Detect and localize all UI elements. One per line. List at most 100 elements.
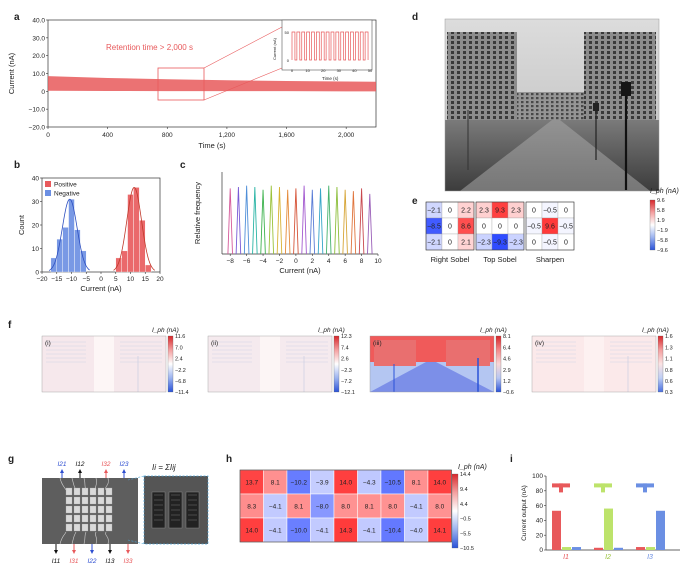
arrow-head (122, 469, 126, 473)
current-label: I22 (87, 558, 96, 565)
colorbar-tick-label: 6.4 (503, 345, 511, 351)
colorbar-tick-label: −5.8 (657, 238, 668, 244)
inset-x-tick-label: 50 (368, 68, 373, 73)
retention-annotation: Retention time > 2,000 s (106, 43, 193, 52)
filtered-image-label: (i) (45, 340, 51, 347)
x-tick-label: 0 (294, 258, 298, 265)
x-tick-label: 0 (46, 132, 50, 139)
output-value: 14.0 (339, 479, 352, 486)
device-pixel (65, 496, 73, 505)
y-tick-label: 0 (35, 270, 39, 277)
frequency-peak (284, 189, 291, 255)
output-frame (239, 469, 452, 543)
device-electrode (71, 531, 77, 545)
kernel-value: 9.6 (545, 224, 555, 231)
x-tick-label: 15 (142, 276, 150, 283)
colorbar-tick-label: 1.2 (503, 379, 511, 385)
colorbar-tick-label: 1.6 (665, 334, 673, 340)
inset-x-tick-label: 0 (291, 68, 294, 73)
filtered-image-frame (369, 335, 495, 393)
arrow-head (60, 469, 64, 473)
kernel-value: 0 (564, 240, 568, 247)
y-tick-label: 0 (41, 89, 45, 96)
output-value: 14.0 (245, 527, 258, 534)
device-electrode (105, 531, 109, 545)
inset-frame (281, 19, 373, 71)
colorbar-tick-label: −9.6 (657, 248, 668, 254)
frequency-peak (227, 188, 233, 255)
frequency-peak (276, 187, 283, 255)
x-tick-label: 0 (99, 276, 103, 283)
frequency-peak (317, 188, 324, 255)
output-bar (636, 547, 645, 550)
output-value: −10.2 (291, 479, 308, 486)
legend-label: Positive (54, 182, 77, 189)
filtered-image-center (584, 336, 604, 392)
inset-connector (203, 67, 283, 101)
kernel-value: 2.3 (479, 208, 489, 215)
output-value: 8.0 (341, 503, 350, 510)
output-value: 14.3 (339, 527, 352, 534)
current-sum-formula: Ii = ΣIij (152, 463, 176, 472)
output-bar (646, 547, 655, 550)
filtered-image-frame (41, 335, 167, 393)
y-tick-label: 100 (532, 473, 543, 480)
device-pixel (105, 487, 113, 496)
retention-band (48, 76, 376, 92)
device-pixel (89, 523, 97, 532)
colorbar-tick-label: 7.4 (341, 345, 349, 351)
x-tick-label: −6 (243, 258, 251, 265)
panel-label-d: d (412, 12, 418, 23)
frequency-peak (334, 187, 340, 255)
kernel-value: 2.1 (461, 240, 471, 247)
y-tick-label: 60 (536, 503, 544, 510)
kernel-value: 2.2 (461, 208, 471, 215)
kernel-value: −0.5 (543, 240, 557, 247)
y-tick-label: 80 (536, 488, 544, 495)
frequency-peak (235, 187, 242, 255)
output-bar (594, 547, 603, 550)
output-colorbar (451, 473, 459, 549)
colorbar-title: I_ph (nA) (318, 327, 345, 334)
x-tick-label: 10 (374, 258, 382, 265)
device-electrode (95, 531, 97, 545)
y-tick-label: 40.0 (32, 18, 45, 25)
kernel-value: −2.3 (509, 240, 523, 247)
inset-x-tick-label: 20 (321, 68, 326, 73)
output-value: −10.5 (385, 479, 402, 486)
device-electrode (95, 477, 97, 491)
colorbar-tick-label: 5.8 (657, 208, 665, 214)
colorbar-tick-label: 0.3 (665, 390, 673, 396)
kernel-frame (525, 201, 575, 251)
output-value: −10.4 (385, 527, 402, 534)
x-tick-label: 10 (127, 276, 135, 283)
colorbar-tick-label: −11.4 (175, 390, 189, 396)
output-bar (614, 547, 623, 550)
frequency-peak (260, 189, 266, 255)
kernel-value: −0.5 (559, 224, 573, 231)
y-tick-label: 40 (32, 176, 40, 183)
frequency-peak (268, 185, 275, 255)
frequency-peak (325, 185, 332, 255)
inset-ylabel: Current (nA) (272, 37, 277, 60)
y-axis-label: Current output (nA) (521, 485, 528, 541)
colorbar-tick-label: −7.2 (341, 379, 352, 385)
device-pixel (73, 514, 81, 523)
kernel-name: Sharpen (536, 255, 564, 264)
pattern-glyph (643, 483, 647, 493)
device-pixel (97, 505, 105, 514)
panel-label-e: e (412, 196, 418, 207)
kernel-value: −0.5 (527, 224, 541, 231)
kernel-value: 0 (514, 224, 518, 231)
frequency-peak (350, 191, 357, 255)
current-label: I21 (57, 461, 66, 468)
device-electrode (59, 531, 67, 545)
inset-x-tick-label: 10 (305, 68, 310, 73)
device-pixel (89, 505, 97, 514)
output-value: −4.3 (363, 479, 376, 486)
kernel-value: 0 (532, 208, 536, 215)
device-electrode (105, 477, 109, 491)
kernel-value: −8.5 (427, 224, 441, 231)
